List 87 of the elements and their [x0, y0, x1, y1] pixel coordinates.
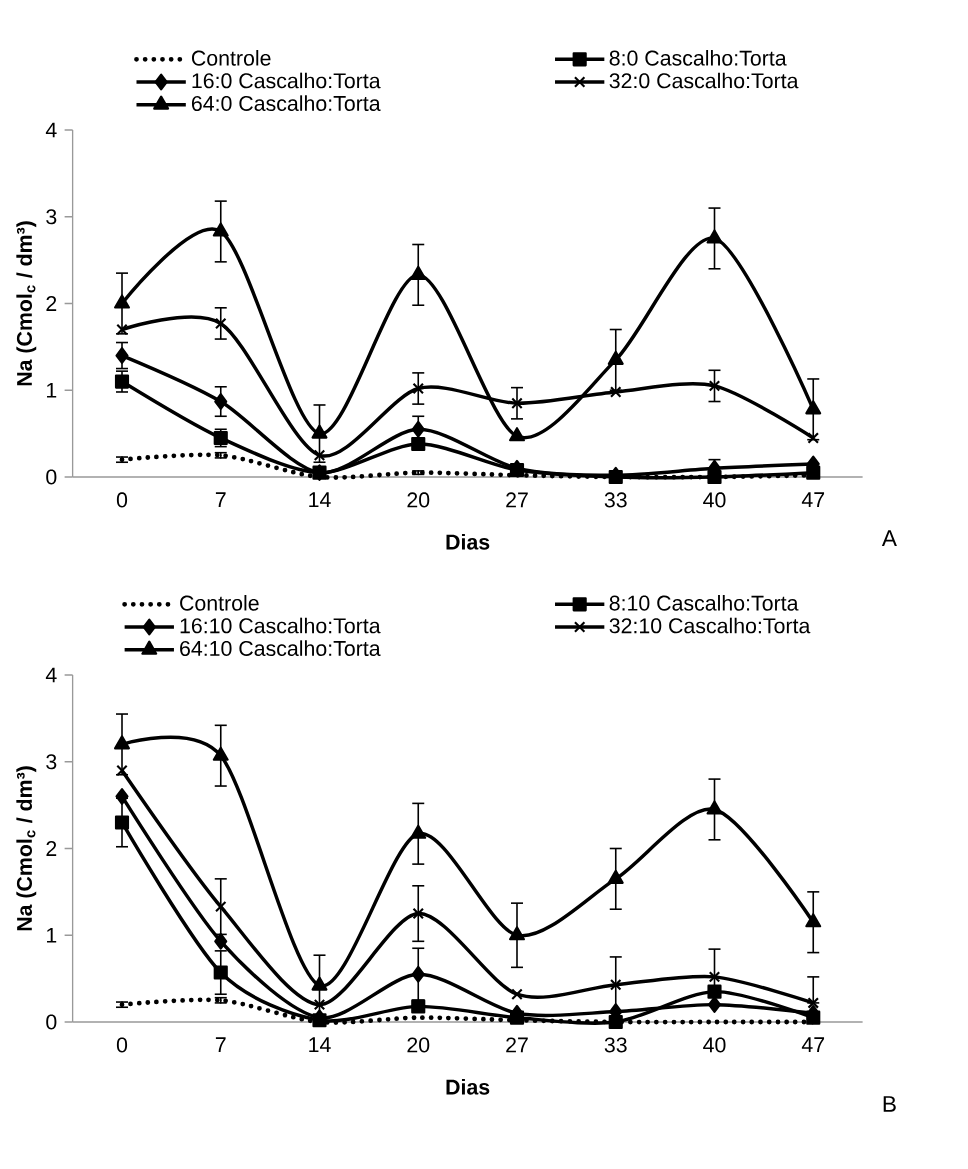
y-tick-label: 4: [45, 122, 57, 138]
point: [114, 735, 130, 750]
point: [410, 265, 427, 280]
legend-label: 16:10 Cascalho:Torta: [180, 617, 381, 634]
point: [708, 971, 721, 983]
y-tick-label: 1: [47, 382, 57, 398]
point: [116, 764, 128, 777]
point: [411, 420, 425, 438]
point: [114, 374, 130, 389]
point: [412, 907, 425, 920]
point: [805, 400, 822, 415]
point: [214, 317, 227, 330]
x-tick-label: 14: [309, 1037, 331, 1053]
legend-label: 16:0 Cascalho:Torta: [192, 72, 381, 89]
point: [509, 427, 525, 442]
y-tick-label: 2: [46, 841, 57, 856]
text: A: [881, 530, 897, 546]
point: [609, 386, 622, 398]
x-tick-label: 20: [407, 1037, 430, 1053]
x-tick-label: 7: [215, 492, 226, 508]
y-tick-label: 0: [46, 1014, 57, 1030]
x-tick-label: 40: [703, 492, 726, 508]
point: [807, 432, 820, 444]
legend-label: 8:0 Cascalho:Torta: [609, 50, 787, 66]
x-tick-label: 0: [116, 1037, 128, 1053]
point: [607, 350, 624, 365]
y-tick-label: 3: [46, 754, 57, 770]
point: [511, 397, 523, 410]
point: [410, 824, 427, 839]
y-tick-label: 1: [47, 927, 57, 943]
point: [707, 984, 722, 999]
point: [212, 746, 229, 761]
y-axis-title: Na (Cmol$_{c}$ / dm³): [16, 766, 37, 931]
x-tick-label: 40: [703, 1037, 726, 1053]
x-tick-label: 33: [604, 492, 627, 508]
y-tick-label: 0: [46, 469, 57, 485]
legend-label: 64:10 Cascalho:Torta: [180, 640, 381, 656]
point: [708, 380, 721, 392]
x-tick-label: 14: [309, 492, 331, 508]
legend-label: 64:0 Cascalho:Torta: [191, 95, 381, 111]
x-tick-label: 33: [604, 1037, 627, 1053]
point: [511, 988, 523, 1001]
text: B: [883, 1096, 896, 1112]
x-tick-label: 47: [801, 1037, 825, 1053]
point: [213, 965, 228, 980]
point: [116, 323, 128, 336]
x-axis-title: Dias: [446, 533, 490, 550]
point: [707, 996, 722, 1014]
x-tick-label: 27: [506, 1037, 528, 1053]
x-tick-label: 7: [215, 1037, 226, 1053]
point: [214, 932, 228, 950]
legend-label: Controle: [180, 595, 259, 611]
point: [114, 815, 130, 830]
point: [706, 229, 723, 244]
point: [805, 913, 822, 928]
x-tick-label: 27: [506, 492, 528, 508]
point: [212, 222, 229, 237]
x-tick-label: 47: [801, 492, 825, 508]
y-tick-label: 4: [45, 667, 57, 683]
point: [115, 788, 129, 805]
x-tick-label: 20: [407, 492, 430, 508]
point: [807, 997, 820, 1009]
point: [214, 900, 227, 913]
point: [115, 347, 129, 364]
point: [311, 424, 328, 439]
y-tick-label: 3: [46, 209, 57, 225]
point: [411, 999, 426, 1014]
point: [412, 382, 425, 395]
point: [114, 294, 130, 309]
point: [609, 978, 622, 991]
legend-label: 32:0 Cascalho:Torta: [609, 72, 799, 89]
y-tick-label: 2: [46, 296, 57, 311]
x-tick-label: 0: [116, 492, 128, 508]
point: [313, 449, 326, 462]
point: [214, 393, 228, 410]
legend-label: 32:10 Cascalho:Torta: [609, 617, 811, 634]
point: [411, 436, 426, 452]
point: [706, 800, 723, 815]
x-axis-title: Dias: [446, 1078, 490, 1095]
legend-label: Controle: [191, 50, 271, 66]
point: [313, 998, 326, 1011]
y-axis-title: Na (Cmol$_{c}$ / dm³): [16, 221, 37, 386]
legend-label: 8:10 Cascalho:Torta: [609, 595, 799, 611]
point: [411, 965, 425, 983]
point: [607, 869, 624, 884]
point: [509, 926, 525, 941]
point: [311, 976, 328, 991]
